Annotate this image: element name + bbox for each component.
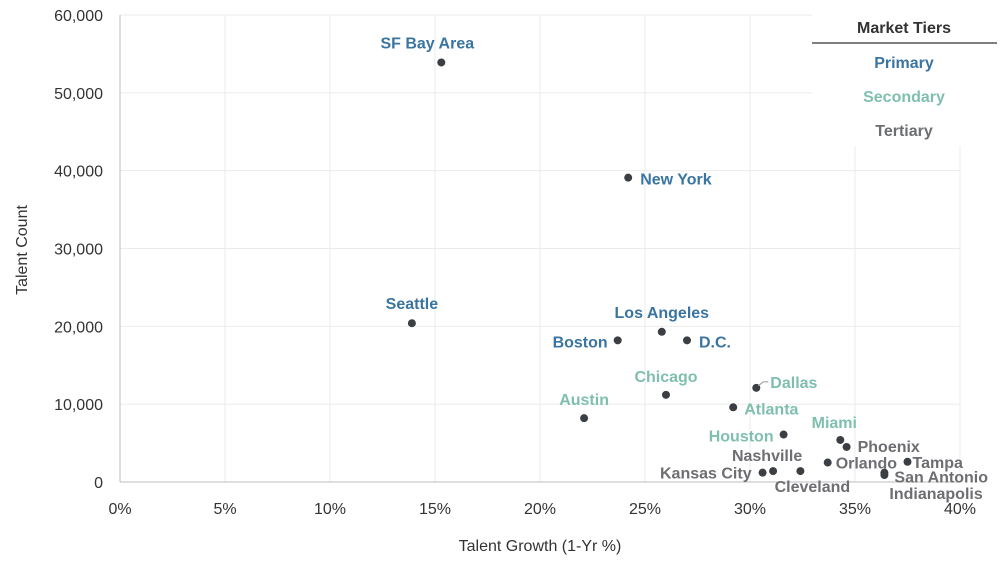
point-chicago: [662, 390, 670, 399]
label-cleveland: Cleveland: [775, 479, 851, 496]
y-tick-label: 30,000: [54, 242, 103, 259]
point-tampa: [903, 457, 912, 466]
point-cleveland: [796, 467, 805, 476]
label-seattle: Seattle: [386, 296, 439, 313]
label-nashville: Nashville: [732, 448, 802, 465]
legend-item-primary: Primary: [874, 55, 934, 72]
y-tick-label: 20,000: [54, 319, 103, 336]
label-tampa: Tampa: [913, 455, 963, 472]
point-phoenix: [842, 442, 851, 451]
point-indianapolis: [880, 470, 889, 479]
x-tick-label: 20%: [524, 501, 556, 518]
y-tick-label: 10,000: [54, 397, 103, 414]
label-sf-bay-area: SF Bay Area: [380, 35, 474, 52]
point-seattle: [407, 319, 416, 328]
label-dallas: Dallas: [770, 375, 817, 392]
y-tick-label: 50,000: [54, 86, 103, 103]
x-tick-label: 15%: [419, 501, 451, 518]
label-austin: Austin: [559, 392, 609, 409]
y-tick-label: 60,000: [54, 8, 103, 25]
legend-item-secondary: Secondary: [863, 89, 945, 106]
label-houston: Houston: [709, 429, 774, 446]
point-sf-bay-area: [437, 58, 446, 67]
x-tick-label: 40%: [944, 501, 976, 518]
y-tick-label: 40,000: [54, 164, 103, 181]
point-nashville: [769, 467, 778, 476]
point-kansas-city: [758, 468, 767, 477]
point-houston: [779, 430, 788, 439]
data-points: SF Bay Area New York Seattle Los Angeles Bos…: [380, 35, 988, 503]
y-axis-title: Talent Count: [14, 205, 31, 295]
point-d-c: [683, 336, 691, 345]
legend-box: [812, 8, 1000, 146]
x-axis-title: Talent Growth (1-Yr %): [459, 538, 622, 555]
label-phoenix: Phoenix: [858, 439, 920, 456]
label-miami: Miami: [812, 415, 857, 432]
label-san-antonio: San Antonio: [894, 470, 988, 487]
x-tick-label: 10%: [314, 501, 346, 518]
legend: Market Tiers Primary Secondary Tertiary: [812, 8, 1000, 146]
label-d-c: D.C.: [699, 334, 731, 351]
legend-title: Market Tiers: [857, 20, 951, 37]
axes: 0% 5% 10% 15% 20% 25% 30% 35% 40% 0 10,000 20,000 30…: [54, 8, 976, 518]
label-los-angeles: Los Angeles: [615, 305, 710, 322]
point-boston: [613, 336, 622, 345]
leader-line-dallas: [757, 381, 769, 387]
point-new-york: [624, 173, 633, 182]
x-tick-label: 35%: [839, 501, 871, 518]
legend-item-tertiary: Tertiary: [875, 123, 933, 140]
x-tick-label: 5%: [213, 501, 236, 518]
point-miami: [836, 435, 845, 444]
label-chicago: Chicago: [634, 369, 697, 386]
label-indianapolis: Indianapolis: [889, 486, 982, 503]
point-austin: [580, 414, 589, 423]
x-tick-label: 0%: [108, 501, 131, 518]
point-orlando: [823, 458, 832, 467]
x-tick-label: 30%: [734, 501, 766, 518]
label-new-york: New York: [640, 172, 712, 189]
label-kansas-city: Kansas City: [660, 466, 752, 483]
label-atlanta: Atlanta: [744, 401, 798, 418]
x-tick-label: 25%: [629, 501, 661, 518]
point-los-angeles: [657, 327, 666, 336]
label-boston: Boston: [553, 334, 608, 351]
label-orlando: Orlando: [836, 456, 898, 473]
y-tick-label: 0: [94, 475, 103, 492]
point-atlanta: [729, 403, 738, 412]
